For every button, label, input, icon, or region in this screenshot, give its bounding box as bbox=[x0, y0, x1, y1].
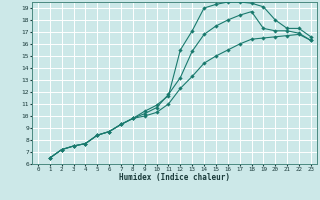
X-axis label: Humidex (Indice chaleur): Humidex (Indice chaleur) bbox=[119, 173, 230, 182]
